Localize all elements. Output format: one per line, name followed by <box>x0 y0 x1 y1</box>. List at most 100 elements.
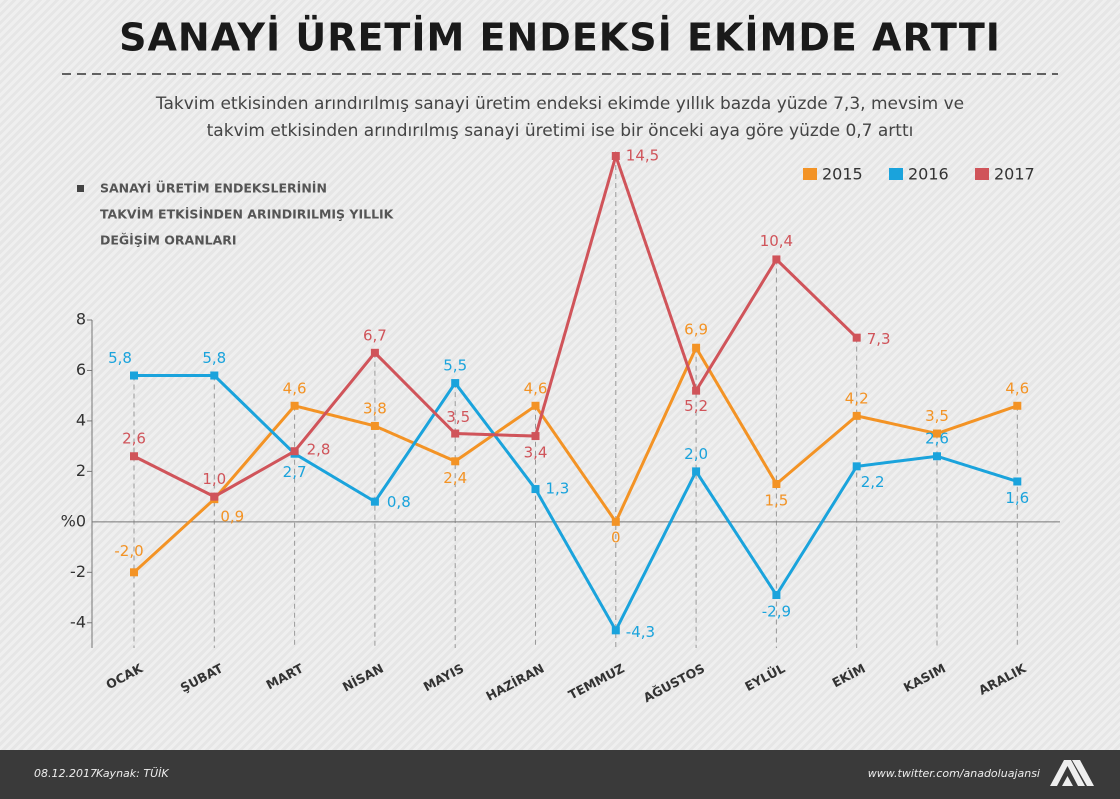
point <box>451 379 460 388</box>
value-label: 3,5 <box>925 407 949 425</box>
x-tick-label: HAZİRAN <box>483 660 546 703</box>
legend-label: 2016 <box>908 165 949 184</box>
point <box>531 401 540 410</box>
point <box>772 255 781 264</box>
value-label: 2,6 <box>122 430 146 448</box>
point <box>852 333 861 342</box>
value-label: 0,8 <box>387 493 411 511</box>
x-tick-label: ARALIK <box>976 660 1029 698</box>
subtitle: Takvim etkisinden arındırılmış sanayi ür… <box>155 94 964 114</box>
x-tick-label: KASIM <box>901 660 948 695</box>
legend-swatch <box>889 168 903 180</box>
point <box>130 371 138 380</box>
value-label: 1,5 <box>764 492 788 510</box>
footer-bar <box>0 750 1120 799</box>
value-label: 4,6 <box>283 379 307 397</box>
value-label: 5,8 <box>202 349 226 367</box>
value-label: 2,7 <box>283 463 307 481</box>
x-tick-label: EYLÜL <box>742 660 787 694</box>
value-label: 3,4 <box>524 444 548 462</box>
value-label: -4,3 <box>626 623 655 641</box>
note: DEĞİŞİM ORANLARI <box>100 233 237 248</box>
point <box>210 492 219 501</box>
footer-url: www.twitter.com/anadoluajansi <box>868 767 1040 780</box>
point <box>451 457 460 466</box>
point <box>692 467 701 476</box>
point <box>210 371 219 380</box>
value-label: 2,8 <box>307 441 331 459</box>
point <box>611 152 620 160</box>
title: SANAYİ ÜRETİM ENDEKSİ EKİMDE ARTTI <box>119 16 1001 60</box>
note: SANAYİ ÜRETİM ENDEKSLERİNİN <box>100 181 327 196</box>
value-label: 4,6 <box>1005 379 1029 397</box>
logo <box>1050 760 1094 786</box>
value-label: 7,3 <box>867 330 891 348</box>
value-label: 1,6 <box>1005 489 1029 507</box>
legend-label: 2017 <box>994 165 1035 184</box>
point <box>370 348 379 357</box>
y-tick-label: 8 <box>76 310 86 329</box>
value-label: 2,0 <box>684 445 708 463</box>
value-label: 0 <box>611 528 621 546</box>
point <box>130 452 138 461</box>
point <box>290 401 299 410</box>
value-label: 4,6 <box>524 379 548 397</box>
value-label: -2,9 <box>762 603 791 621</box>
y-tick-label: %0 <box>61 511 86 530</box>
point <box>531 485 540 494</box>
value-label: 0,9 <box>220 508 244 526</box>
value-label: 6,9 <box>684 320 708 338</box>
legend-swatch <box>975 168 989 180</box>
value-label: 14,5 <box>626 147 659 165</box>
point <box>933 429 941 438</box>
point <box>852 462 861 471</box>
value-label: 4,2 <box>845 389 869 407</box>
subtitle: takvim etkisinden arındırılmış sanayi ür… <box>207 121 914 141</box>
y-tick-label: -2 <box>70 562 86 581</box>
value-label: 3,8 <box>363 399 387 417</box>
value-label: 1,0 <box>202 470 226 488</box>
value-label: 5,8 <box>108 349 132 367</box>
point <box>692 343 701 352</box>
value-label: 2,4 <box>443 469 467 487</box>
value-label: 6,7 <box>363 326 387 344</box>
point <box>611 626 620 635</box>
series-line <box>133 150 858 499</box>
x-tick-label: EKİM <box>830 660 868 690</box>
value-label: 5,5 <box>443 357 467 375</box>
value-label: 1,3 <box>546 480 570 498</box>
y-tick-label: -4 <box>70 612 86 631</box>
value-label: 3,5 <box>446 408 470 426</box>
x-tick-label: OCAK <box>103 660 146 692</box>
point <box>611 517 620 526</box>
value-label: 10,4 <box>760 232 793 250</box>
point <box>772 591 781 600</box>
point <box>852 411 861 420</box>
y-tick-label: 2 <box>76 461 86 480</box>
value-label: 2,6 <box>925 430 949 448</box>
point <box>531 432 540 441</box>
value-label: -2,0 <box>114 542 143 560</box>
point <box>290 447 299 456</box>
legend-label: 2015 <box>822 165 863 184</box>
x-tick-label: TEMMUZ <box>566 660 627 702</box>
point <box>933 452 941 461</box>
x-tick-label: NİSAN <box>340 660 386 694</box>
series-line <box>132 344 1018 574</box>
note: TAKVİM ETKİSİNDEN ARINDIRILMIŞ YILLIK <box>100 207 395 222</box>
x-tick-label: MART <box>264 660 307 692</box>
x-tick-label: ŞUBAT <box>178 660 226 695</box>
point <box>1013 477 1022 486</box>
y-tick-label: 6 <box>76 360 86 379</box>
x-tick-label: AĞUSTOS <box>641 660 707 705</box>
value-label: 5,2 <box>684 397 708 415</box>
x-tick-label: MAYIS <box>421 660 467 694</box>
note-bullet <box>77 185 84 192</box>
value-label: 2,2 <box>861 473 885 491</box>
point <box>1013 401 1022 410</box>
point <box>451 429 460 438</box>
y-tick-label: 4 <box>76 410 86 429</box>
footer-date: 08.12.2017 <box>34 767 97 780</box>
